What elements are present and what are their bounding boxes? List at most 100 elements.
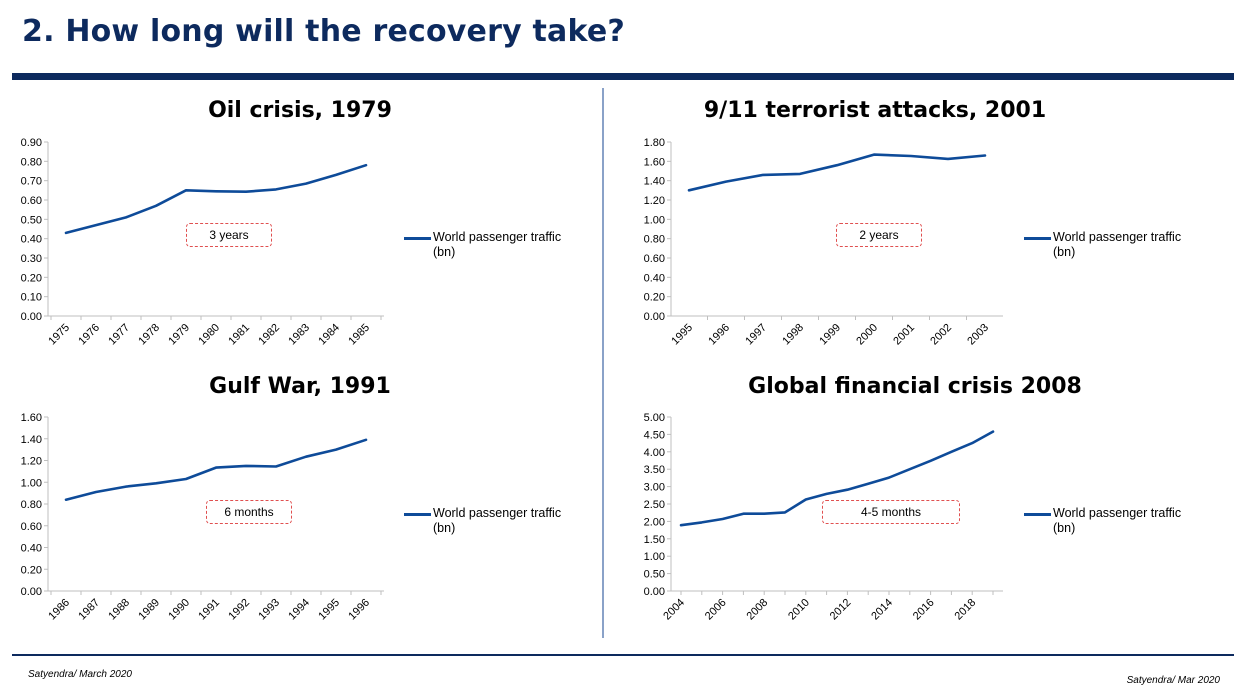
y-tick-label: 0.60 <box>21 195 42 207</box>
y-tick-label: 0.80 <box>644 234 665 246</box>
x-tick-label: 1975 <box>46 322 72 348</box>
series-line-world-passenger-traffic <box>64 163 368 235</box>
y-tick-label: 0.10 <box>21 292 42 304</box>
y-tick-label: 1.40 <box>644 176 665 188</box>
y-tick-label: 0.50 <box>644 569 665 581</box>
y-tick-label: 1.60 <box>21 412 42 424</box>
x-tick-label: 2002 <box>928 322 954 348</box>
y-tick-label: 0.00 <box>644 311 665 323</box>
x-tick-label: 1981 <box>226 322 252 348</box>
y-tick-label: 1.40 <box>21 434 42 446</box>
x-tick-label: 2001 <box>891 322 917 348</box>
x-tick-label: 1983 <box>286 322 312 348</box>
y-tick-label: 0.40 <box>21 543 42 555</box>
y-tick-label: 0.20 <box>644 292 665 304</box>
y-tick-label: 0.60 <box>21 521 42 533</box>
y-tick-label: 0.80 <box>21 156 42 168</box>
y-tick-label: 1.20 <box>644 195 665 207</box>
y-tick-label: 2.50 <box>644 499 665 511</box>
legend-swatch <box>404 513 431 516</box>
footer-author-left: Satyendra/ March 2020 <box>28 669 132 680</box>
chart-title-financial-crisis: Global financial crisis 2008 <box>748 374 1082 399</box>
x-tick-label: 1995 <box>669 322 695 348</box>
x-tick-label: 2018 <box>953 597 979 623</box>
x-tick-label: 1989 <box>136 597 162 623</box>
x-tick-label: 2008 <box>745 597 771 623</box>
legend-swatch <box>404 237 431 240</box>
x-tick-label: 1976 <box>76 322 102 348</box>
x-tick-label: 1992 <box>226 597 252 623</box>
chart-title-911: 9/11 terrorist attacks, 2001 <box>703 98 1047 123</box>
y-tick-label: 1.00 <box>21 477 42 489</box>
x-tick-label: 1980 <box>196 322 222 348</box>
x-tick-label: 2003 <box>965 322 991 348</box>
y-tick-label: 1.80 <box>644 137 665 149</box>
x-tick-label: 2000 <box>854 322 880 348</box>
x-tick-label: 1999 <box>817 322 843 348</box>
y-tick-label: 0.40 <box>21 234 42 246</box>
x-tick-label: 2016 <box>911 597 937 623</box>
x-tick-label: 2010 <box>786 597 812 623</box>
legend-label-line1: World passenger traffic <box>1053 506 1182 520</box>
x-tick-label: 1977 <box>106 322 132 348</box>
x-tick-label: 1993 <box>256 597 282 623</box>
y-tick-label: 5.00 <box>644 412 665 424</box>
x-tick-label: 2006 <box>703 597 729 623</box>
y-tick-label: 0.80 <box>21 499 42 511</box>
x-tick-label: 1979 <box>166 322 192 348</box>
x-tick-label: 1978 <box>136 322 162 348</box>
footer-author-right: Satyendra/ Mar 2020 <box>1126 675 1220 686</box>
x-tick-label: 1991 <box>196 597 222 623</box>
y-tick-label: 0.40 <box>644 272 665 284</box>
x-tick-label: 1996 <box>706 322 732 348</box>
x-tick-label: 2014 <box>869 597 895 623</box>
legend-label-line2: (bn) <box>1053 521 1076 535</box>
y-tick-label: 0.30 <box>21 253 42 265</box>
slide-title: 2. How long will the recovery take? <box>22 14 625 49</box>
annotation-gulf-war: 6 months <box>206 500 292 524</box>
y-tick-label: 3.00 <box>644 482 665 494</box>
y-tick-label: 3.50 <box>644 464 665 476</box>
x-tick-label: 1994 <box>286 597 312 623</box>
series-line-world-passenger-traffic <box>679 430 995 527</box>
legend-label-line1: World passenger traffic <box>433 230 562 244</box>
chart-title-oil-crisis: Oil crisis, 1979 <box>208 98 392 123</box>
y-tick-label: 0.90 <box>21 137 42 149</box>
y-tick-label: 0.70 <box>21 176 42 188</box>
x-tick-label: 1998 <box>780 322 806 348</box>
x-tick-label: 1997 <box>743 322 769 348</box>
legend-label-line2: (bn) <box>433 521 456 535</box>
x-tick-label: 1982 <box>256 322 282 348</box>
x-tick-label: 1984 <box>316 322 342 348</box>
x-tick-label: 2004 <box>661 597 687 623</box>
y-tick-label: 0.00 <box>21 586 42 598</box>
legend-label-line1: World passenger traffic <box>1053 230 1182 244</box>
x-tick-label: 2012 <box>828 597 854 623</box>
x-tick-label: 1995 <box>316 597 342 623</box>
series-line-world-passenger-traffic <box>64 438 368 502</box>
chart-title-gulf-war: Gulf War, 1991 <box>209 374 391 399</box>
legend-swatch <box>1024 513 1051 516</box>
y-tick-label: 1.20 <box>21 456 42 468</box>
annotation-oil-crisis: 3 years <box>186 223 272 247</box>
y-tick-label: 1.50 <box>644 534 665 546</box>
legend-label-line1: World passenger traffic <box>433 506 562 520</box>
legend-swatch <box>1024 237 1051 240</box>
series-line-world-passenger-traffic <box>687 153 987 192</box>
x-tick-label: 1990 <box>166 597 192 623</box>
y-tick-label: 0.00 <box>21 311 42 323</box>
x-tick-label: 1985 <box>346 322 372 348</box>
y-tick-label: 4.00 <box>644 447 665 459</box>
annotation-financial-crisis: 4-5 months <box>822 500 960 524</box>
y-tick-label: 0.00 <box>644 586 665 598</box>
y-tick-label: 0.50 <box>21 214 42 226</box>
footer-rule <box>12 654 1234 656</box>
title-underline <box>12 73 1234 80</box>
x-tick-label: 1986 <box>46 597 72 623</box>
annotation-911: 2 years <box>836 223 922 247</box>
y-tick-label: 0.60 <box>644 253 665 265</box>
y-tick-label: 1.00 <box>644 551 665 563</box>
legend-label-line2: (bn) <box>1053 245 1076 259</box>
legend-label-line2: (bn) <box>433 245 456 259</box>
x-tick-label: 1996 <box>346 597 372 623</box>
